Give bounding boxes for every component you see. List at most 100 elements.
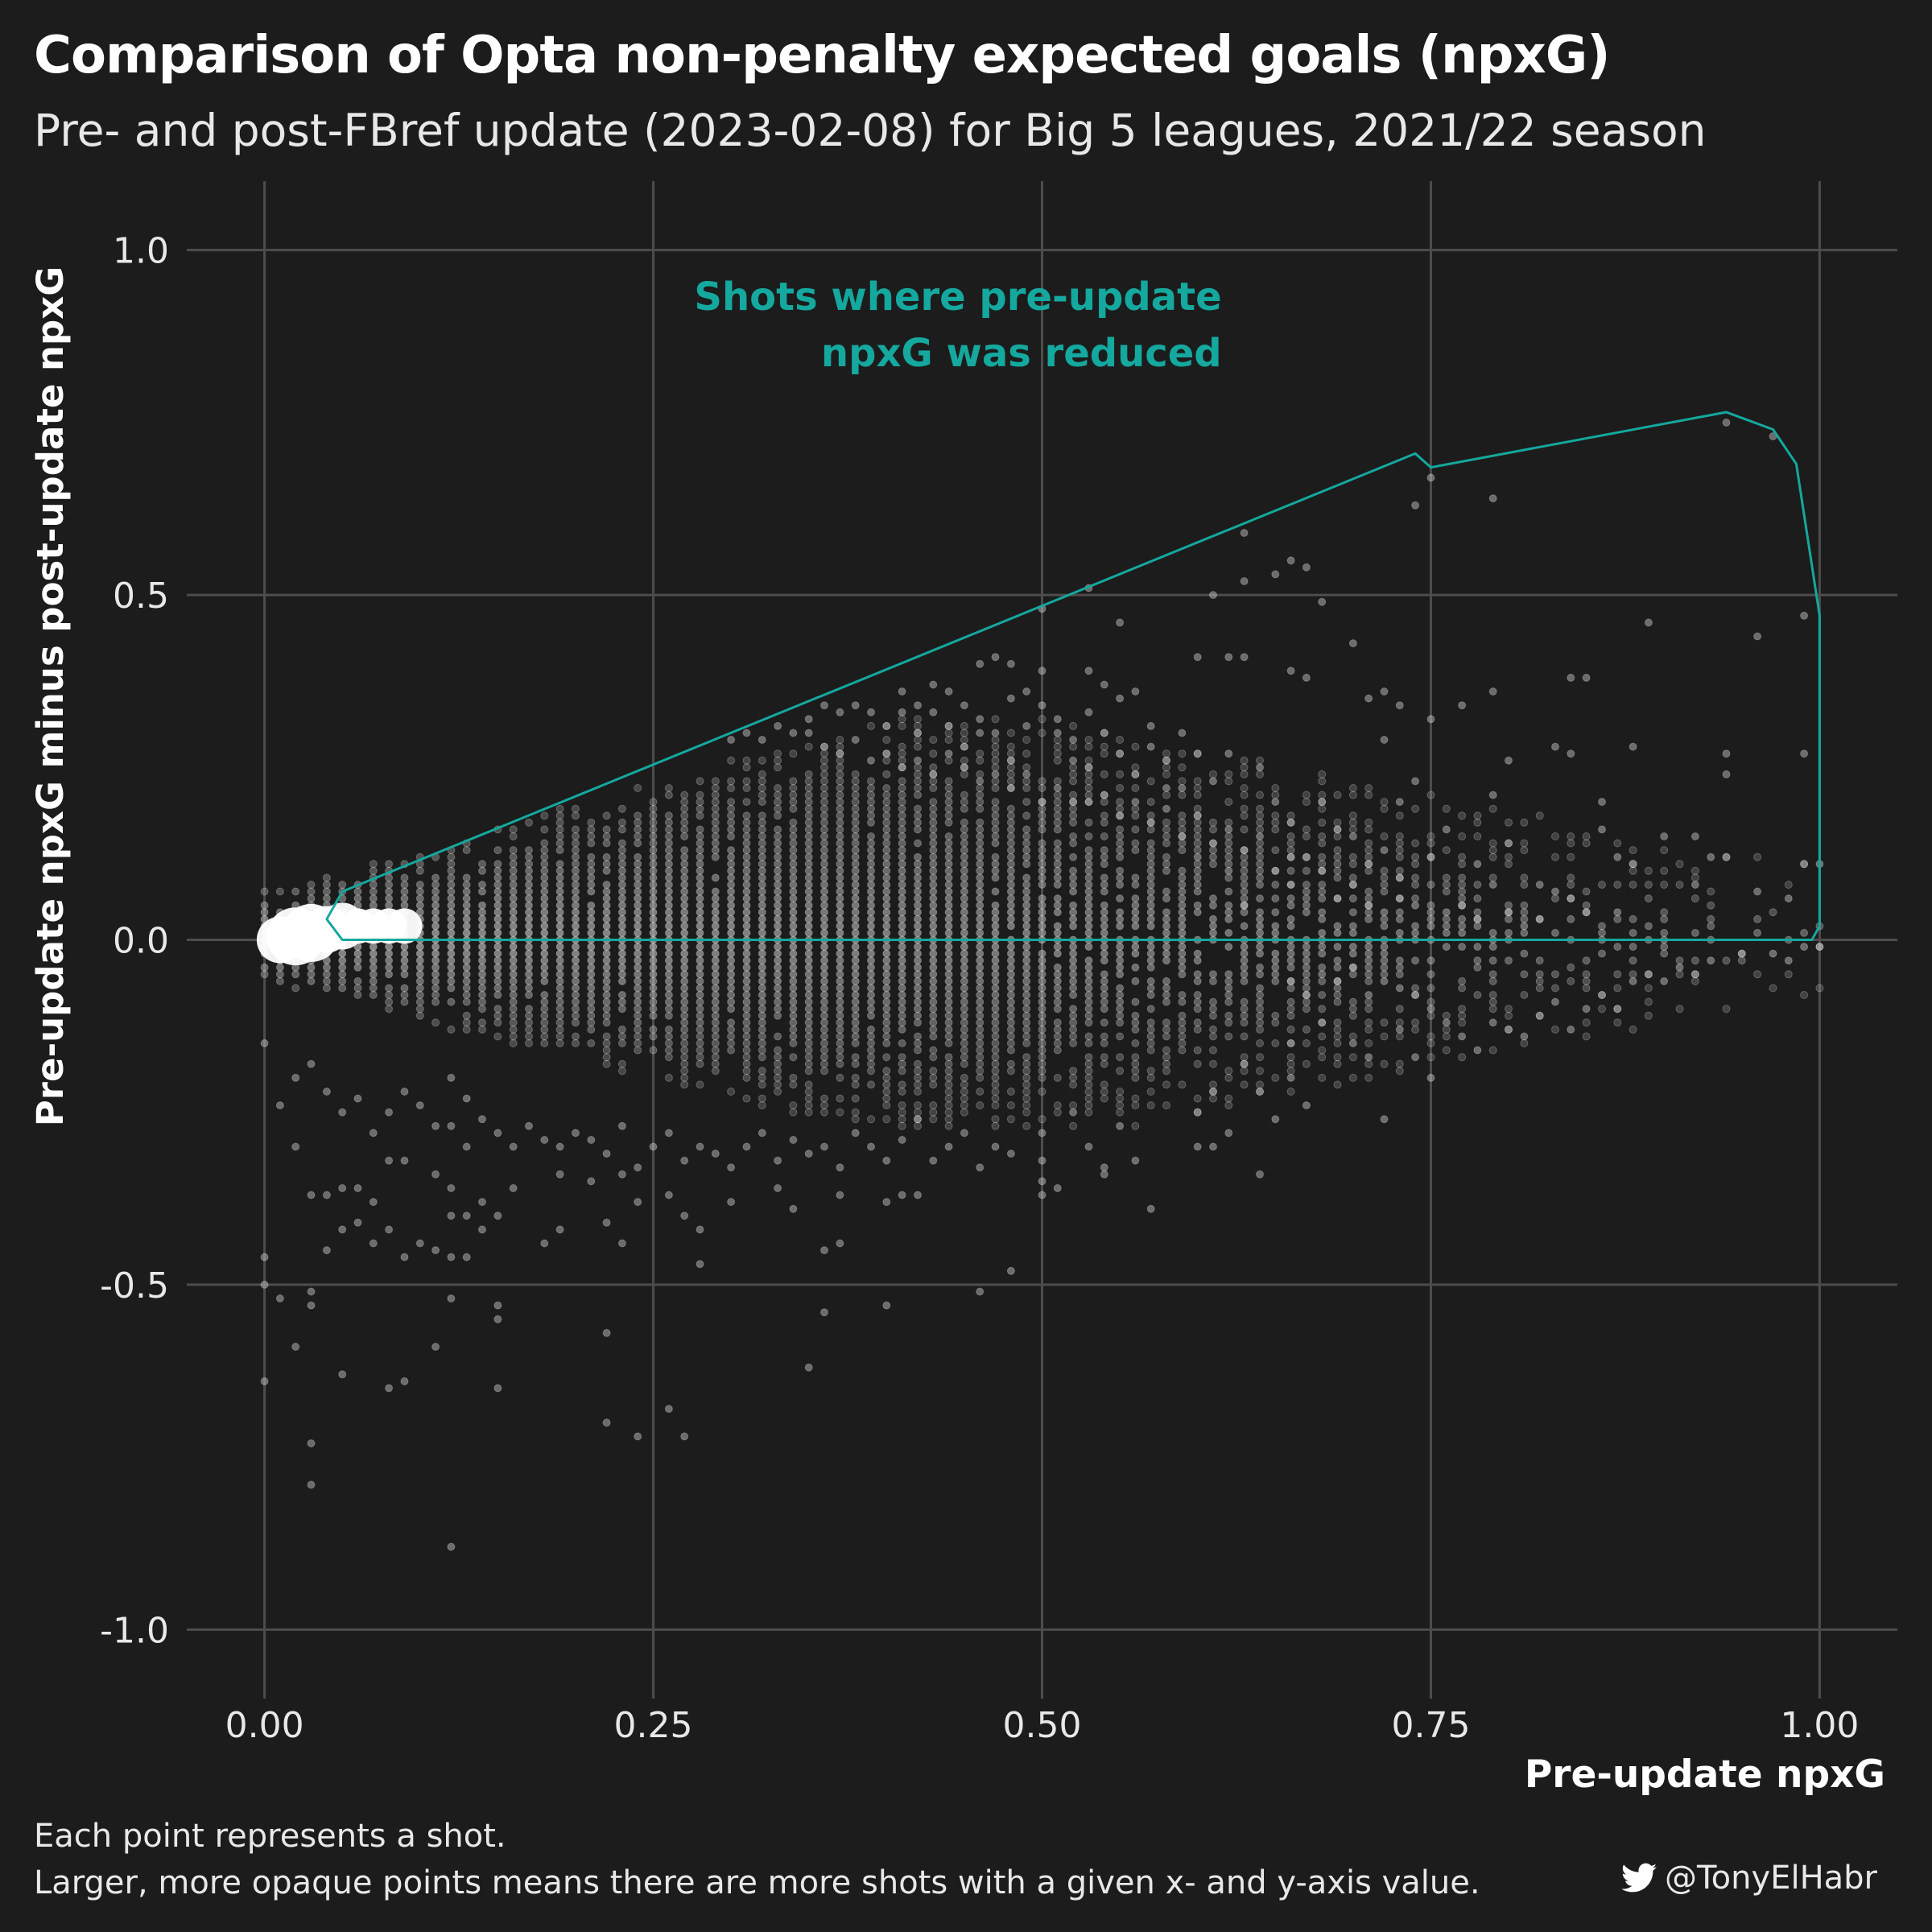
shot-point-cloud bbox=[944, 1094, 953, 1103]
shot-point-cloud bbox=[415, 970, 424, 979]
shot-point-cloud bbox=[1053, 970, 1062, 979]
shot-point-cloud bbox=[914, 1108, 922, 1117]
shot-point-cloud bbox=[944, 832, 953, 840]
shot-point-cloud bbox=[664, 866, 673, 875]
shot-point-cloud bbox=[1116, 1032, 1125, 1041]
shot-point-cloud bbox=[1146, 943, 1155, 952]
shot-point bbox=[1722, 749, 1731, 758]
shot-point-cloud bbox=[836, 825, 844, 834]
shot-point bbox=[1240, 529, 1249, 537]
shot-point-cloud bbox=[914, 1080, 922, 1089]
shot-point bbox=[431, 1246, 440, 1255]
shot-point bbox=[1442, 908, 1451, 917]
shot-point bbox=[1162, 756, 1170, 765]
shot-point-cloud bbox=[758, 866, 766, 875]
shot-point-cloud bbox=[944, 991, 953, 999]
shot-point bbox=[540, 1239, 549, 1248]
shot-point-cloud bbox=[1318, 1053, 1327, 1062]
shot-point bbox=[447, 1184, 456, 1192]
shot-point-cloud bbox=[914, 1073, 922, 1082]
shot-point-cloud bbox=[804, 1011, 813, 1020]
shot-point-cloud bbox=[742, 1046, 751, 1055]
shot-point-cloud bbox=[1053, 991, 1062, 999]
shot-point-cloud bbox=[649, 866, 658, 875]
shot-point-cloud bbox=[1162, 770, 1170, 778]
shot-point-cloud bbox=[617, 908, 626, 917]
shot-point-cloud bbox=[462, 1018, 471, 1027]
shot-point-cloud bbox=[1209, 970, 1217, 979]
shot-point-cloud bbox=[1069, 984, 1078, 993]
shot-point-cloud bbox=[1038, 825, 1046, 834]
shot-point-cloud bbox=[836, 1032, 844, 1041]
shot-point bbox=[431, 1343, 440, 1351]
shot-point-cloud bbox=[696, 943, 704, 952]
shot-point-cloud bbox=[976, 949, 985, 958]
shot-point-cloud bbox=[898, 866, 906, 875]
shot-point-cloud bbox=[696, 1011, 704, 1020]
shot-point bbox=[493, 1212, 502, 1220]
shot-point-cloud bbox=[478, 984, 486, 993]
shot-point-cloud bbox=[1146, 908, 1155, 917]
shot-point-cloud bbox=[447, 943, 456, 952]
shot-point-cloud bbox=[882, 887, 891, 896]
shot-point bbox=[1644, 618, 1653, 627]
shot-point-cloud bbox=[789, 1025, 798, 1034]
shot-point-cloud bbox=[447, 956, 456, 965]
shot-point-cloud bbox=[696, 798, 704, 807]
shot-point-cloud bbox=[1240, 881, 1249, 889]
shot-point-cloud bbox=[1193, 749, 1202, 758]
shot-point-cloud bbox=[540, 908, 549, 917]
shot-point-cloud bbox=[617, 852, 626, 861]
shot-point-cloud bbox=[960, 928, 968, 937]
shot-point-cloud bbox=[447, 949, 456, 958]
shot-point-cloud bbox=[664, 1011, 673, 1020]
shot-point-cloud bbox=[1318, 1046, 1327, 1055]
shot-point-cloud bbox=[1286, 1025, 1295, 1034]
shot-point-cloud bbox=[882, 949, 891, 958]
shot-point-cloud bbox=[991, 1025, 1000, 1034]
shot-point-cloud bbox=[462, 943, 471, 952]
shot-point-cloud bbox=[493, 873, 502, 882]
shot-point-cloud bbox=[602, 901, 611, 910]
shot-point-cloud bbox=[1146, 1025, 1155, 1034]
shot-point-cloud bbox=[851, 825, 860, 834]
shot-point-cloud bbox=[696, 1053, 704, 1062]
shot-point-cloud bbox=[944, 997, 953, 1006]
shot-point-cloud bbox=[572, 1011, 580, 1020]
shot-point-cloud bbox=[696, 811, 704, 820]
shot-point-cloud bbox=[727, 956, 736, 965]
shot-point-cloud bbox=[1286, 818, 1295, 827]
shot-point-cloud bbox=[976, 873, 985, 882]
shot-point-cloud bbox=[804, 1025, 813, 1034]
shot-point-cloud bbox=[1038, 1005, 1046, 1013]
shot-point-cloud bbox=[680, 1046, 689, 1055]
shot-point-cloud bbox=[1690, 866, 1699, 875]
shot-point-cloud bbox=[1333, 860, 1342, 869]
shot-point-cloud bbox=[1178, 1046, 1187, 1055]
shot-point-cloud bbox=[976, 1039, 985, 1047]
shot-point-cloud bbox=[914, 997, 922, 1006]
shot-point-cloud bbox=[1769, 908, 1777, 917]
shot-point-cloud bbox=[649, 991, 658, 999]
shot-point bbox=[914, 756, 922, 765]
shot-point-cloud bbox=[1069, 839, 1078, 848]
shot-point-cloud bbox=[711, 777, 720, 786]
caption: Each point represents a shot. Larger, mo… bbox=[34, 1813, 1480, 1906]
shot-point-cloud bbox=[929, 1101, 938, 1110]
shot-point bbox=[447, 1212, 456, 1220]
shot-point bbox=[1069, 756, 1078, 765]
shot-point-cloud bbox=[851, 881, 860, 889]
shot-point-cloud bbox=[836, 1005, 844, 1013]
shot-point-cloud bbox=[634, 818, 642, 827]
shot-point-cloud bbox=[572, 943, 580, 952]
shot-point-cloud bbox=[944, 804, 953, 813]
shot-point-cloud bbox=[836, 777, 844, 786]
shot-point-cloud bbox=[1178, 1018, 1187, 1027]
shot-point-cloud bbox=[322, 894, 331, 903]
shot-point-cloud bbox=[944, 1101, 953, 1110]
shot-point-cloud bbox=[1069, 970, 1078, 979]
shot-point-cloud bbox=[696, 852, 704, 861]
shot-point-cloud bbox=[1675, 860, 1684, 869]
shot-point-cloud bbox=[1286, 997, 1295, 1006]
shot-point bbox=[1193, 749, 1202, 758]
